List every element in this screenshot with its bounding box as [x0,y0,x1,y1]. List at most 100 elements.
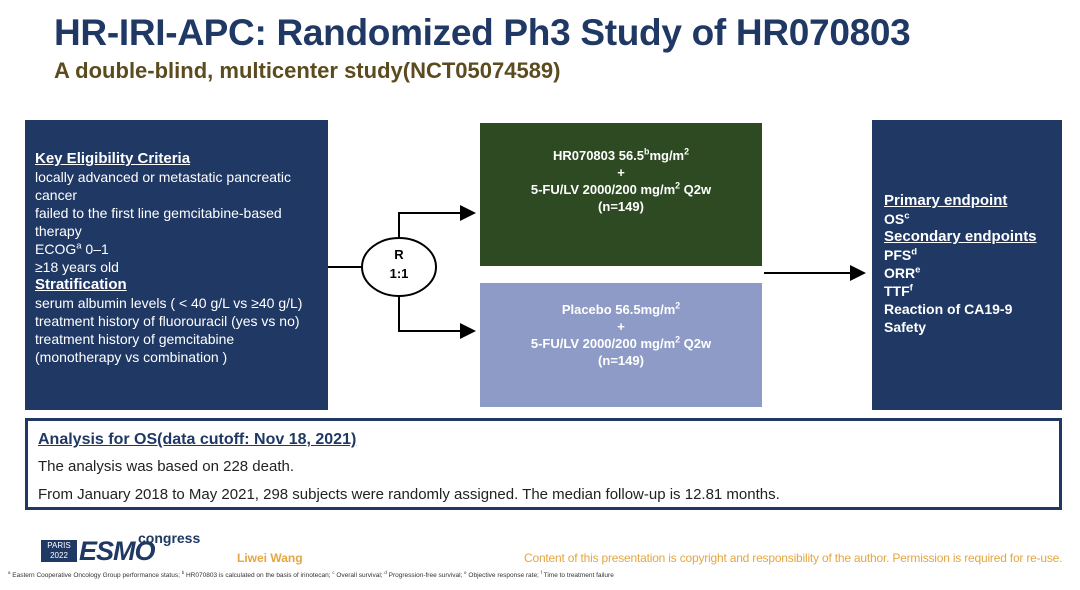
text-run: 5-FU/LV 2000/200 mg/m [530,336,676,351]
logo-city: PARIS 2022 [41,540,77,562]
placebo-arm: Placebo 56.5mg/m2 +5-FU/LV 2000/200 mg/m2… [480,283,762,407]
text-run: PFS [884,247,912,263]
text-run: ≥18 years old [35,259,119,275]
text-run: Progression-free survival; [386,572,465,579]
superscript: 2 [684,146,690,157]
section: Secondary endpoints PFSd ORRe TTFf Reaction … [884,228,1054,336]
superscript: f [909,282,913,294]
text-run: ECOG [35,241,77,257]
logo-word: congress [138,530,201,546]
item: treatment history of fluorouracil (yes v… [35,312,318,330]
analysis-line: The analysis was based on 228 death. [38,458,295,475]
logo-city-name: PARIS [47,541,71,550]
superscript: d [384,569,387,575]
text-run: Safety [884,319,927,335]
item: failed to the first line gemcitabine-bas… [35,204,318,240]
author: Liwei Wang [237,551,303,565]
analysis-line: From January 2018 to May 2021, 298 subje… [38,486,780,503]
text-run: + [617,319,625,334]
arm-line: 5-FU/LV 2000/200 mg/m2 Q2w [480,335,762,352]
analysis-box: Analysis for OS(data cutoff: Nov 18, 202… [25,418,1062,510]
arrow [398,296,476,339]
superscript: b [644,146,650,157]
superscript: 2 [675,180,681,191]
superscript: a [8,569,11,575]
superscript: e [915,264,921,276]
item: PFSd [884,246,1054,264]
text-run: TTF [884,283,910,299]
superscript: 2 [675,334,681,345]
item: Reaction of CA19-9 [884,300,1054,318]
footnote: a Eastern Cooperative Oncology Group per… [8,569,614,579]
arm-line: + [480,318,762,335]
superscript: a [76,240,82,252]
arm-line: (n=149) [480,352,762,369]
text-run: HR070803 is calculated on the basis of i… [184,572,333,579]
superscript: c [332,569,335,575]
superscript: f [540,569,542,575]
section: Primary endpoint OSc [884,192,1054,228]
copyright: Content of this presentation is copyrigh… [524,551,1063,565]
text-run: locally advanced or metastatic pancreati… [35,169,292,203]
text-run: Time to treatment failure [541,572,614,579]
item: ORRe [884,264,1054,282]
text-run: Q2w [680,336,712,351]
text-run: Objective response rate; [466,572,541,579]
superscript: c [904,210,910,222]
text-run: Q2w [680,181,712,197]
arm-line: HR070803 56.5bmg/m2 [480,147,762,164]
text-run: failed to the first line gemcitabine-bas… [35,205,282,239]
section: Stratification serum albumin levels ( < 4… [35,276,318,366]
treatment-arm: HR070803 56.5bmg/m2 +5-FU/LV 2000/200 mg/… [480,123,762,266]
superscript: d [911,246,918,258]
text-run: Overall survival; [334,572,385,579]
text-run: Eastern Cooperative Oncology Group perfo… [10,572,182,579]
item: OSc [884,210,1054,228]
arm-line: + [480,164,762,181]
randomization-circle [361,237,437,297]
superscript: b [181,569,185,575]
section-heading: Secondary endpoints [884,228,1037,245]
item: locally advanced or metastatic pancreati… [35,168,318,204]
text-run: mg/m [649,147,685,163]
arm-line: 5-FU/LV 2000/200 mg/m2 Q2w [480,181,762,198]
random-ratio: 1:1 [390,266,409,281]
endpoints-box: Primary endpoint OSc Secondary endpoints PF… [872,120,1062,410]
slide-subtitle: A double-blind, multicenter study(NCT050… [54,58,561,83]
section-heading: Stratification [35,276,127,293]
item: ≥18 years old [35,258,318,276]
section: Key Eligibility Criteria locally advanced… [35,150,318,276]
item: ECOGa 0–1 [35,240,318,258]
text-run: 5-FU/LV 2000/200 mg/m [530,181,676,197]
item: TTFf [884,282,1054,300]
analysis-title: Analysis for OS(data cutoff: Nov 18, 202… [38,431,357,448]
item: Safety [884,318,1054,336]
text-run: + [617,164,625,180]
arrow [398,205,476,238]
logo-year: 2022 [50,551,68,560]
text-run: treatment history of fluorouracil (yes v… [35,313,300,329]
superscript: e [464,569,467,575]
text-run: Placebo 56.5mg/m [561,302,676,317]
text-run: treatment history of gemcitabine (monoth… [35,331,235,365]
text-run: OS [884,211,905,227]
item: treatment history of gemcitabine (monoth… [35,330,318,366]
text-run: (n=149) [598,353,644,368]
text-run: 0–1 [81,241,109,257]
slide-title: HR-IRI-APC: Randomized Ph3 Study of HR07… [54,12,911,53]
text-run: serum albumin levels ( < 40 g/L vs ≥40 g… [35,295,303,311]
text-run: ORR [884,265,916,281]
section-heading: Primary endpoint [884,192,1008,209]
text-run: Reaction of CA19-9 [884,301,1013,317]
section-heading: Key Eligibility Criteria [35,150,191,167]
eligibility-box: Key Eligibility Criteria locally advanced… [25,120,328,410]
text-run: (n=149) [598,198,644,214]
text-run: HR070803 56.5 [552,147,645,163]
item: serum albumin levels ( < 40 g/L vs ≥40 g… [35,294,318,312]
random-label: R [394,247,404,262]
arm-line: (n=149) [480,198,762,215]
arm-line: Placebo 56.5mg/m2 [480,301,762,318]
superscript: 2 [675,300,681,311]
